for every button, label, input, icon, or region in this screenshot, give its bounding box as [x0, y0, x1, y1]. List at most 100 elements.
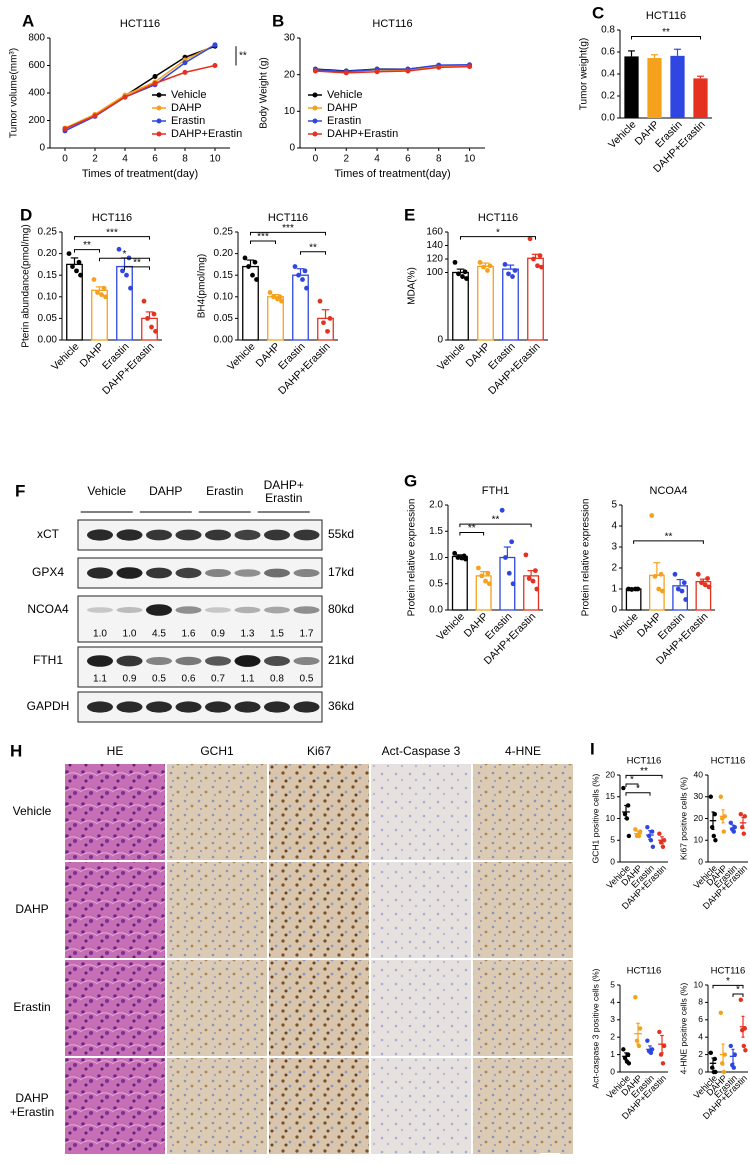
- data-point: [91, 277, 97, 282]
- data-point: [708, 794, 713, 799]
- data-point: [637, 1026, 643, 1031]
- legend-label: DAHP: [171, 102, 202, 114]
- significance-label: **: [492, 515, 500, 526]
- y-tick-label: 0.00: [214, 335, 234, 346]
- chart-panel: B HCT116 Body Weight (g) 0 10 20 30 0 2 4 6 8 10 Time…: [259, 11, 485, 180]
- chart-title: HCT116: [268, 212, 308, 224]
- data-point: [510, 274, 515, 279]
- data-point: [636, 1043, 642, 1049]
- data-point: [633, 994, 638, 1000]
- data-point: [738, 811, 743, 817]
- column-header: 4-HNE: [505, 744, 541, 758]
- significance-bracket: [250, 231, 326, 236]
- significance-bracket: [732, 993, 744, 998]
- y-tick-label: 0: [610, 1066, 615, 1076]
- row-label: Erastin: [13, 1000, 50, 1014]
- band-size: 21kd: [328, 653, 354, 667]
- series-point: [212, 63, 218, 68]
- band: [234, 701, 261, 713]
- band-quant: 1.0: [123, 629, 137, 640]
- data-point: [452, 550, 458, 556]
- y-tick-label: 0.25: [214, 227, 234, 238]
- series-point: [182, 60, 188, 66]
- group-label: DAHP+: [264, 478, 304, 492]
- y-axis-label: 4-HNE positive cells (%): [678, 983, 688, 1075]
- data-point: [483, 578, 488, 584]
- chart-title: HCT116: [372, 18, 412, 30]
- data-point: [537, 253, 543, 259]
- bar: [693, 78, 708, 118]
- micrograph: [371, 764, 471, 860]
- x-tick-label: 0: [313, 154, 319, 165]
- y-tick-label: 15: [606, 791, 616, 801]
- y-axis-label: Body Weight (g): [259, 57, 270, 129]
- data-point: [153, 328, 158, 334]
- data-point: [485, 268, 490, 273]
- micrograph: [269, 764, 369, 860]
- band-quant: 0.8: [270, 674, 284, 685]
- x-tick-label: 6: [152, 154, 158, 165]
- data-point: [718, 794, 723, 799]
- band: [264, 529, 290, 541]
- protein-label: GAPDH: [27, 699, 70, 713]
- y-tick-label: 0: [39, 143, 45, 154]
- chart-panel: HCT116 BH4(pmol/mg) 0.00 0.05 0.10 0.15 0.20 0.…: [197, 212, 338, 397]
- data-point: [487, 263, 493, 269]
- protein-label: GPX4: [32, 565, 64, 579]
- group-label: DAHP: [149, 484, 182, 498]
- band-quant: 0.9: [123, 674, 137, 685]
- y-tick-label: 1: [611, 584, 617, 595]
- data-point: [658, 571, 664, 577]
- band: [175, 656, 202, 666]
- bar: [527, 257, 544, 341]
- data-point: [292, 264, 298, 269]
- column-header: Ki67: [307, 744, 331, 758]
- data-point: [731, 829, 736, 834]
- y-tick-label: 2: [611, 563, 617, 574]
- legend-marker: [156, 105, 162, 111]
- group-label: Vehicle: [87, 484, 126, 498]
- y-tick-label: 30: [284, 33, 296, 44]
- significance-label: ***: [106, 227, 118, 238]
- y-tick-label: 20: [284, 69, 296, 80]
- y-tick-label: 20: [694, 813, 704, 823]
- significance-bracket: [631, 36, 701, 40]
- data-point: [681, 580, 687, 586]
- data-point: [672, 571, 678, 577]
- y-tick-label: 100: [426, 267, 443, 278]
- data-point: [486, 581, 492, 587]
- data-point: [455, 555, 461, 560]
- bar: [670, 55, 685, 118]
- data-point: [267, 290, 273, 295]
- band: [234, 655, 261, 667]
- data-point: [103, 294, 108, 300]
- y-tick-label: 0: [611, 605, 617, 616]
- data-point: [95, 290, 100, 295]
- y-axis-label: MDA(%): [407, 267, 418, 305]
- bar: [625, 588, 642, 611]
- micrograph: [473, 764, 573, 860]
- significance-label: **: [665, 532, 673, 543]
- y-tick-label: 200: [28, 115, 45, 126]
- data-point: [302, 268, 308, 274]
- data-point: [741, 1043, 746, 1049]
- x-axis-label: Times of treatment(day): [334, 168, 450, 180]
- series-point: [62, 126, 68, 132]
- band-size: 80kd: [328, 602, 354, 616]
- data-point: [708, 1050, 713, 1056]
- data-point: [502, 262, 508, 267]
- y-tick-label: 0.6: [601, 47, 615, 58]
- data-point: [531, 256, 536, 262]
- y-tick-label: 10: [606, 813, 616, 823]
- chart-title: HCT116: [646, 10, 686, 22]
- panel-letter: F: [15, 481, 25, 500]
- significance-bracket: [625, 774, 663, 779]
- y-axis-label: Pterin abundance(pmol/mg): [21, 224, 32, 347]
- data-point: [626, 833, 632, 839]
- band-size: 17kd: [328, 565, 354, 579]
- data-point: [456, 271, 461, 277]
- y-tick-label: 0.15: [214, 270, 234, 281]
- significance-bracket: [625, 792, 651, 796]
- data-point: [626, 1061, 632, 1066]
